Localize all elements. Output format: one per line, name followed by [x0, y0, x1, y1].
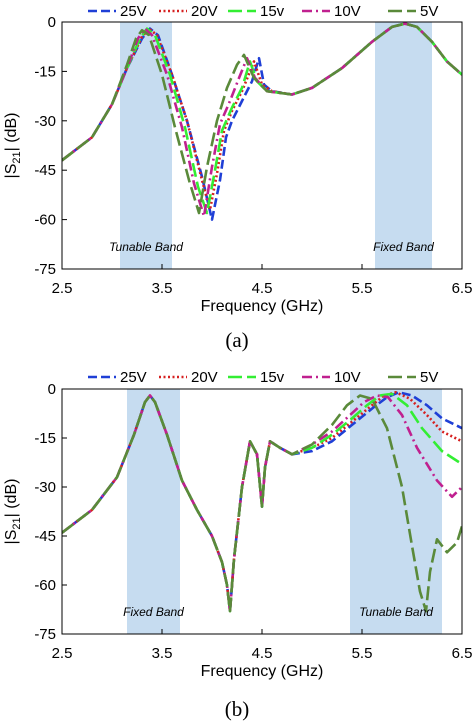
legend: 25V 20V 15v 10V 5V — [88, 3, 438, 20]
y-tick-label: -45 — [34, 528, 56, 545]
y-tick-label: 0 — [48, 14, 56, 31]
legend-label: 5V — [420, 369, 438, 386]
x-tick-label: 4.5 — [252, 645, 273, 662]
series-line-5v — [62, 22, 462, 215]
y-tick-label: -60 — [34, 577, 56, 594]
y-tick-label: -45 — [34, 162, 56, 179]
legend-label: 10V — [334, 369, 361, 386]
x-tick-label: 6.5 — [452, 645, 473, 662]
figure-caption: (a) — [225, 328, 248, 352]
legend-label: 20V — [191, 369, 218, 386]
y-axis-title-main: |S — [3, 164, 20, 179]
series-line-5v — [62, 394, 462, 613]
y-axis-title: |S21| (dB) — [3, 479, 23, 545]
legend-label: 10V — [334, 3, 361, 20]
y-tick-label: -60 — [34, 212, 56, 229]
chart-panel-b: Fixed Band Tunable Band 2.5 3.5 4.5 5.5 6.5 0 -1… — [3, 369, 472, 721]
y-tick-label: -15 — [34, 63, 56, 80]
x-axis-title: Frequency (GHz) — [201, 298, 324, 315]
x-tick-label: 2.5 — [52, 645, 73, 662]
legend-label: 15v — [260, 3, 285, 20]
series-line-20v — [62, 390, 462, 613]
shaded-band — [127, 389, 180, 634]
shaded-band — [375, 22, 432, 269]
band-label: Fixed Band — [123, 605, 184, 619]
chart-panel-a: Tunable Band Fixed Band 2.5 3.5 4.5 5.5 6.5 0 -1… — [3, 3, 472, 352]
y-tick-label: -30 — [34, 113, 56, 130]
y-tick-label: -15 — [34, 430, 56, 447]
figure-caption: (b) — [225, 697, 250, 721]
x-tick-label: 4.5 — [252, 280, 273, 297]
legend-label: 5V — [420, 3, 438, 20]
legend: 25V 20V 15v 10V 5V — [88, 369, 438, 386]
y-tick-label: -75 — [34, 626, 56, 643]
legend-label: 15v — [260, 369, 285, 386]
y-axis-title-subscript: 21 — [11, 151, 23, 163]
x-tick-label: 6.5 — [452, 280, 473, 297]
x-tick-label: 2.5 — [52, 280, 73, 297]
legend-label: 25V — [120, 369, 147, 386]
x-axis-title: Frequency (GHz) — [201, 663, 324, 680]
y-axis-title-rest: | (dB) — [3, 113, 20, 152]
y-tick-label: -30 — [34, 479, 56, 496]
band-label: Tunable Band — [109, 240, 183, 254]
y-tick-label: -75 — [34, 261, 56, 278]
x-tick-label: 5.5 — [352, 645, 373, 662]
x-tick-label: 3.5 — [152, 280, 173, 297]
x-tick-label: 5.5 — [352, 280, 373, 297]
y-tick-label: 0 — [48, 381, 56, 398]
y-axis-title-rest: | (dB) — [3, 479, 20, 518]
band-label: Fixed Band — [373, 240, 434, 254]
series-line-25v — [62, 390, 462, 613]
y-axis-title: |S21| (dB) — [3, 113, 23, 179]
y-axis-title-main: |S — [3, 530, 20, 545]
band-label: Tunable Band — [359, 605, 433, 619]
legend-label: 20V — [191, 3, 218, 20]
y-axis-title-subscript: 21 — [11, 517, 23, 529]
legend-label: 25V — [120, 3, 147, 20]
x-tick-label: 3.5 — [152, 645, 173, 662]
